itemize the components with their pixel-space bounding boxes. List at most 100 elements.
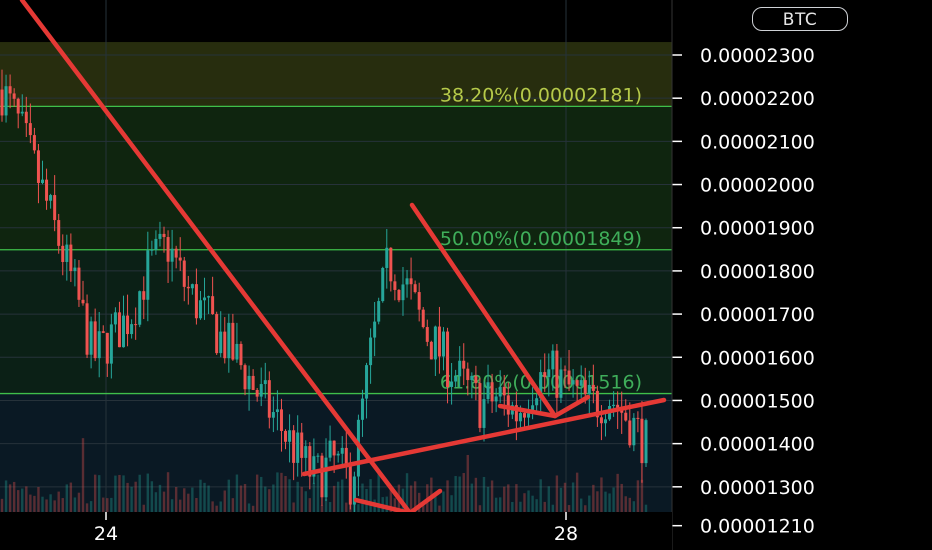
volume-bar xyxy=(29,494,32,512)
candle-body xyxy=(474,375,478,384)
candle-body xyxy=(478,383,482,428)
volume-bar xyxy=(409,485,413,512)
candle-body xyxy=(373,321,377,338)
volume-bar xyxy=(535,499,538,512)
candle-body xyxy=(547,369,551,378)
candle-body xyxy=(624,412,628,421)
x-tick-label: 28 xyxy=(554,523,578,545)
volume-bar xyxy=(417,492,421,512)
candle-body xyxy=(154,238,158,250)
volume-bar xyxy=(85,503,89,512)
candle-body xyxy=(235,343,239,360)
volume-bar xyxy=(466,454,469,512)
candle-body xyxy=(65,244,69,262)
x-tick-label: 24 xyxy=(94,523,118,545)
volume-bar xyxy=(474,477,478,512)
candle-body xyxy=(138,291,142,325)
candle-body xyxy=(49,195,53,201)
volume-bar xyxy=(69,482,73,512)
candle-body xyxy=(113,312,117,325)
volume-bar xyxy=(21,488,24,512)
candle-body xyxy=(405,278,409,285)
candle-body xyxy=(178,257,182,261)
candle-body xyxy=(498,386,502,397)
candle-body xyxy=(219,331,223,354)
candle-body xyxy=(223,331,227,359)
y-tick-label: 0.00002100 xyxy=(700,131,815,153)
volume-bar xyxy=(413,481,417,512)
volume-bar xyxy=(519,501,522,512)
candle-body xyxy=(365,365,369,399)
candle-body xyxy=(393,281,397,290)
candle-body xyxy=(162,233,166,238)
candle-body xyxy=(575,380,579,386)
currency-badge[interactable]: BTC xyxy=(752,7,848,31)
volume-bar xyxy=(231,498,235,512)
volume-bar xyxy=(422,503,425,512)
candle-body xyxy=(57,220,61,246)
volume-bar xyxy=(345,502,348,512)
volume-bar xyxy=(251,505,255,512)
candle-body xyxy=(81,299,85,304)
volume-bar xyxy=(624,496,627,512)
volume-bar xyxy=(223,490,226,512)
annotation-layer xyxy=(19,0,667,516)
volume-bar xyxy=(393,498,397,512)
candle-body xyxy=(344,447,348,466)
candle-body xyxy=(93,321,97,359)
candle-body xyxy=(16,98,20,114)
volume-bar xyxy=(336,481,340,512)
candle-body xyxy=(441,331,445,357)
volume-bar xyxy=(304,491,307,512)
candle-body xyxy=(198,300,202,319)
candle-body xyxy=(211,296,215,315)
volume-bar xyxy=(150,481,154,512)
x-axis-background xyxy=(0,512,672,550)
volume-bar xyxy=(498,497,502,512)
candle-body xyxy=(458,360,462,377)
volume-bar xyxy=(442,491,445,512)
fib-level-label: 38.20%(0.00002181) xyxy=(440,84,642,106)
trend-arrow-head xyxy=(497,394,591,419)
candle-body xyxy=(89,321,93,355)
volume-bar xyxy=(478,505,482,512)
candle-body xyxy=(332,440,336,456)
volume-bar xyxy=(288,479,291,512)
candle-body xyxy=(231,322,235,360)
volume-bar xyxy=(470,483,474,512)
candle-body xyxy=(227,322,231,359)
volume-bar xyxy=(130,486,133,512)
volume-bar xyxy=(462,473,465,512)
candle-body xyxy=(433,326,437,360)
candle-body xyxy=(636,417,640,419)
candle-body xyxy=(239,343,243,366)
volume-bar xyxy=(187,493,190,512)
volume-bar xyxy=(219,501,222,512)
volume-bar xyxy=(563,482,567,512)
candle-body xyxy=(446,331,450,388)
volume-bar xyxy=(628,497,631,512)
volume-bar xyxy=(612,487,615,512)
volume-bar xyxy=(515,484,518,512)
candle-body xyxy=(126,315,130,335)
candle-body xyxy=(454,376,458,382)
candle-body xyxy=(308,446,312,477)
candle-body xyxy=(247,375,251,390)
candle-body xyxy=(348,465,352,505)
volume-bar xyxy=(511,501,514,512)
y-axis[interactable]: 0.00002300 0.00002200 0.00002100 0.00002000… xyxy=(671,0,932,550)
volume-bar xyxy=(357,504,360,512)
candle-body xyxy=(296,432,300,463)
candle-body xyxy=(20,111,24,114)
volume-bar xyxy=(53,500,56,512)
x-axis[interactable]: 24 28 xyxy=(0,512,672,550)
candle-body xyxy=(186,286,190,289)
volume-bar xyxy=(183,488,186,512)
volume-bar xyxy=(328,502,332,512)
volume-bar xyxy=(531,495,534,512)
candle-body xyxy=(490,382,494,402)
volume-bar xyxy=(575,472,579,512)
candle-body xyxy=(45,179,49,201)
volume-bar xyxy=(600,477,603,512)
